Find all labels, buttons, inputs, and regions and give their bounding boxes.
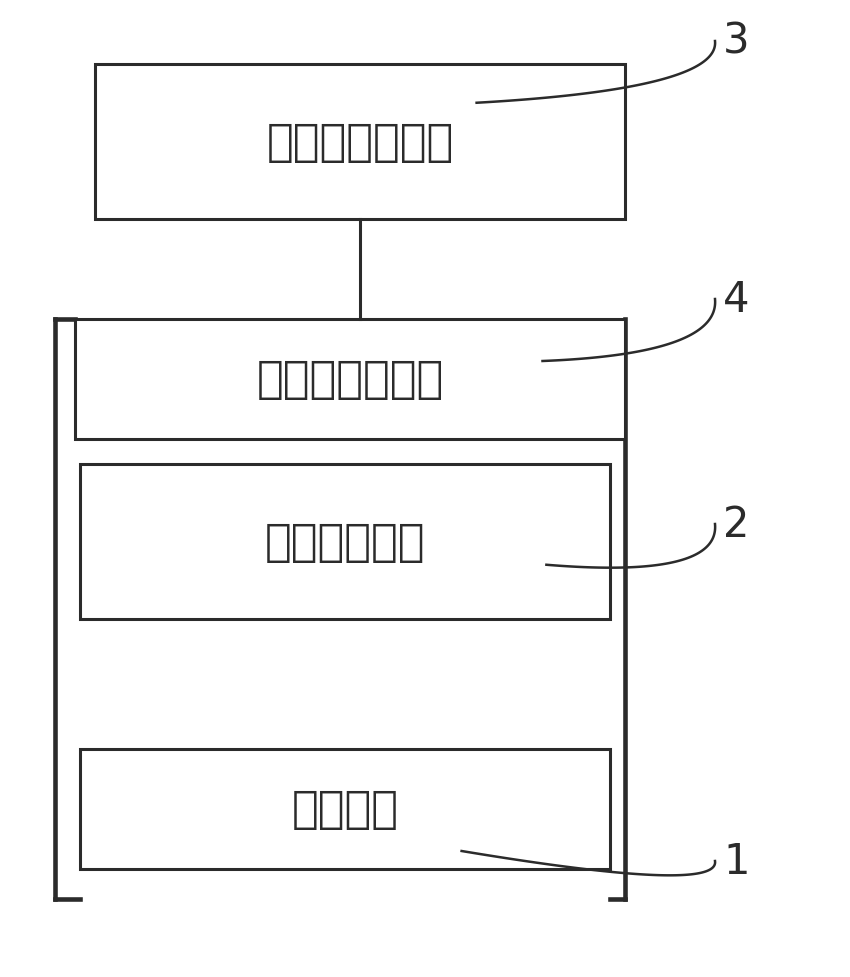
Text: 电特性测试设备: 电特性测试设备 xyxy=(266,121,454,164)
Bar xyxy=(80,464,610,619)
Bar xyxy=(75,319,625,440)
Text: 3: 3 xyxy=(723,21,750,63)
Text: 脉冲电源: 脉冲电源 xyxy=(292,787,399,830)
Text: 2: 2 xyxy=(723,503,750,545)
Bar xyxy=(95,64,625,220)
Text: 恒温加热设备: 恒温加热设备 xyxy=(264,521,425,564)
Text: 待测半导体器件: 待测半导体器件 xyxy=(257,359,444,402)
Text: 1: 1 xyxy=(723,840,750,882)
Bar xyxy=(80,749,610,870)
Text: 4: 4 xyxy=(723,278,750,320)
